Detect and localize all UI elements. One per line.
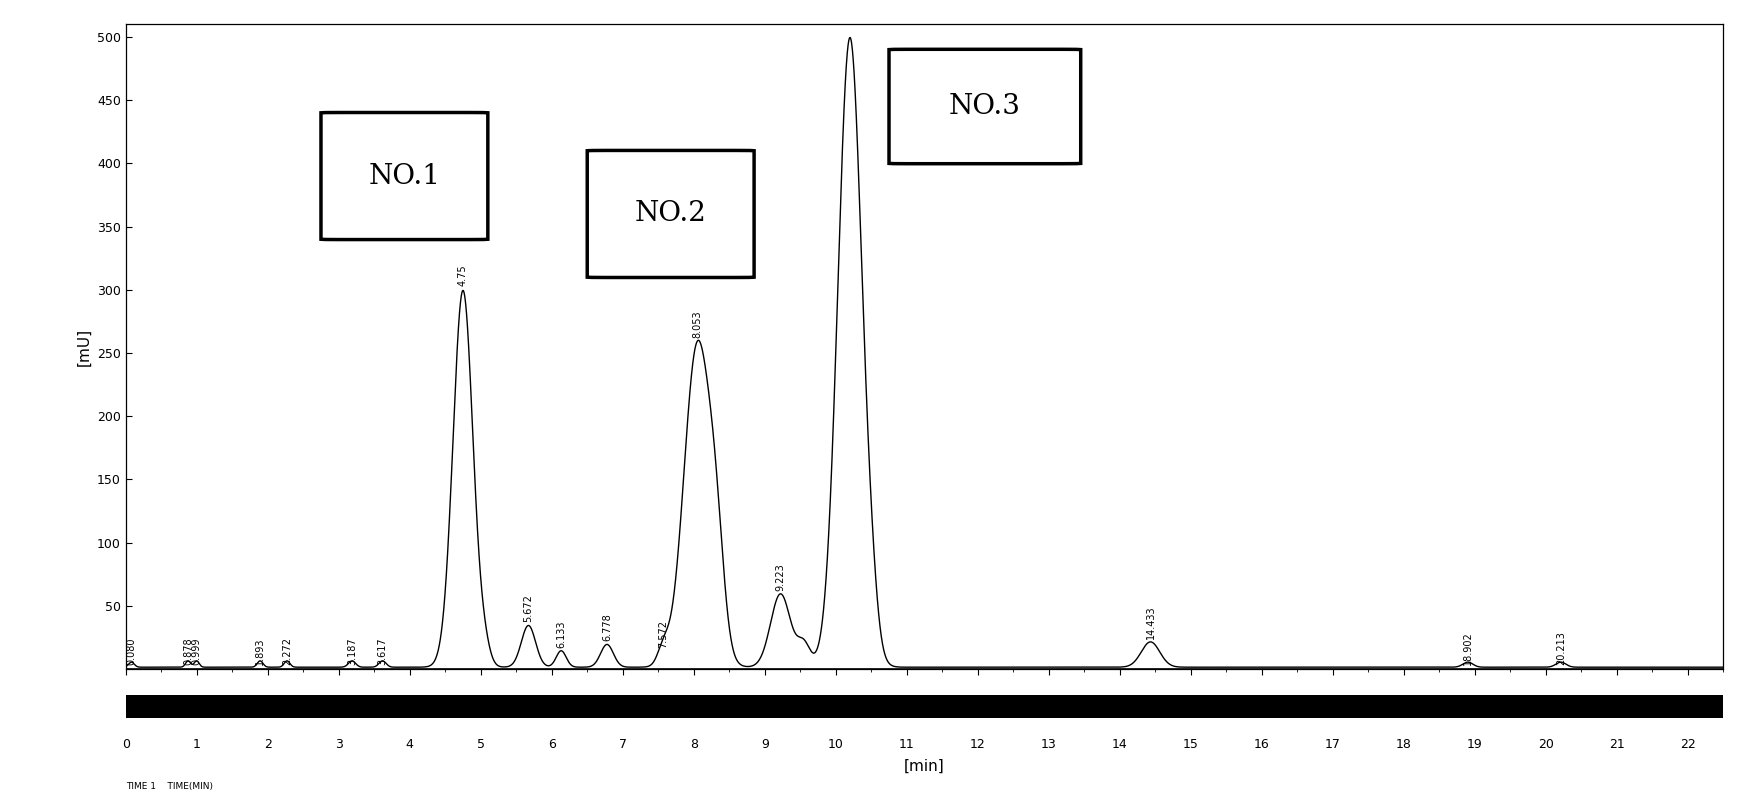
Text: TIME 1    TIME(MIN): TIME 1 TIME(MIN) xyxy=(126,782,213,791)
Text: 22: 22 xyxy=(1680,738,1695,751)
Text: 18: 18 xyxy=(1395,738,1413,751)
Text: 2.272: 2.272 xyxy=(283,637,292,665)
Text: 6.133: 6.133 xyxy=(557,620,566,647)
Text: 0.999: 0.999 xyxy=(192,637,201,665)
Text: 20.213: 20.213 xyxy=(1556,632,1566,665)
Text: NO.3: NO.3 xyxy=(948,93,1021,120)
Text: 16: 16 xyxy=(1254,738,1269,751)
Text: 5: 5 xyxy=(477,738,485,751)
Text: 20: 20 xyxy=(1538,738,1554,751)
Text: 9: 9 xyxy=(761,738,768,751)
Text: 10: 10 xyxy=(828,738,843,751)
FancyBboxPatch shape xyxy=(889,49,1081,164)
Text: NO.1: NO.1 xyxy=(368,162,440,190)
Text: 7.572: 7.572 xyxy=(658,620,669,647)
Text: 8: 8 xyxy=(690,738,698,751)
Text: [min]: [min] xyxy=(904,759,945,774)
Text: 0.080: 0.080 xyxy=(126,637,136,665)
Text: 4.75: 4.75 xyxy=(457,264,468,286)
Text: 14: 14 xyxy=(1112,738,1128,751)
Text: 6: 6 xyxy=(548,738,555,751)
Text: 19: 19 xyxy=(1467,738,1482,751)
Text: 7: 7 xyxy=(618,738,627,751)
Text: 0: 0 xyxy=(122,738,129,751)
Text: 11: 11 xyxy=(899,738,915,751)
Text: 1: 1 xyxy=(192,738,201,751)
Text: 2: 2 xyxy=(264,738,272,751)
FancyBboxPatch shape xyxy=(321,113,487,239)
Text: 8.053: 8.053 xyxy=(693,311,702,338)
Text: 17: 17 xyxy=(1325,738,1341,751)
Y-axis label: [mU]: [mU] xyxy=(77,328,91,366)
Text: 0.878: 0.878 xyxy=(183,637,194,665)
Text: NO.2: NO.2 xyxy=(636,200,707,227)
Text: 3.187: 3.187 xyxy=(347,637,356,665)
Text: 1.893: 1.893 xyxy=(255,637,265,665)
Text: 3: 3 xyxy=(335,738,342,751)
Text: 3.617: 3.617 xyxy=(377,637,388,665)
Text: 9.223: 9.223 xyxy=(775,563,786,590)
Text: 13: 13 xyxy=(1041,738,1056,751)
Text: 5.672: 5.672 xyxy=(524,594,534,622)
Text: 21: 21 xyxy=(1608,738,1626,751)
FancyBboxPatch shape xyxy=(587,150,754,277)
Text: 6.778: 6.778 xyxy=(602,613,613,642)
Text: 14.433: 14.433 xyxy=(1145,605,1156,639)
Text: 15: 15 xyxy=(1182,738,1200,751)
Text: 18.902: 18.902 xyxy=(1463,632,1474,665)
Text: 12: 12 xyxy=(969,738,986,751)
Text: 4: 4 xyxy=(405,738,414,751)
